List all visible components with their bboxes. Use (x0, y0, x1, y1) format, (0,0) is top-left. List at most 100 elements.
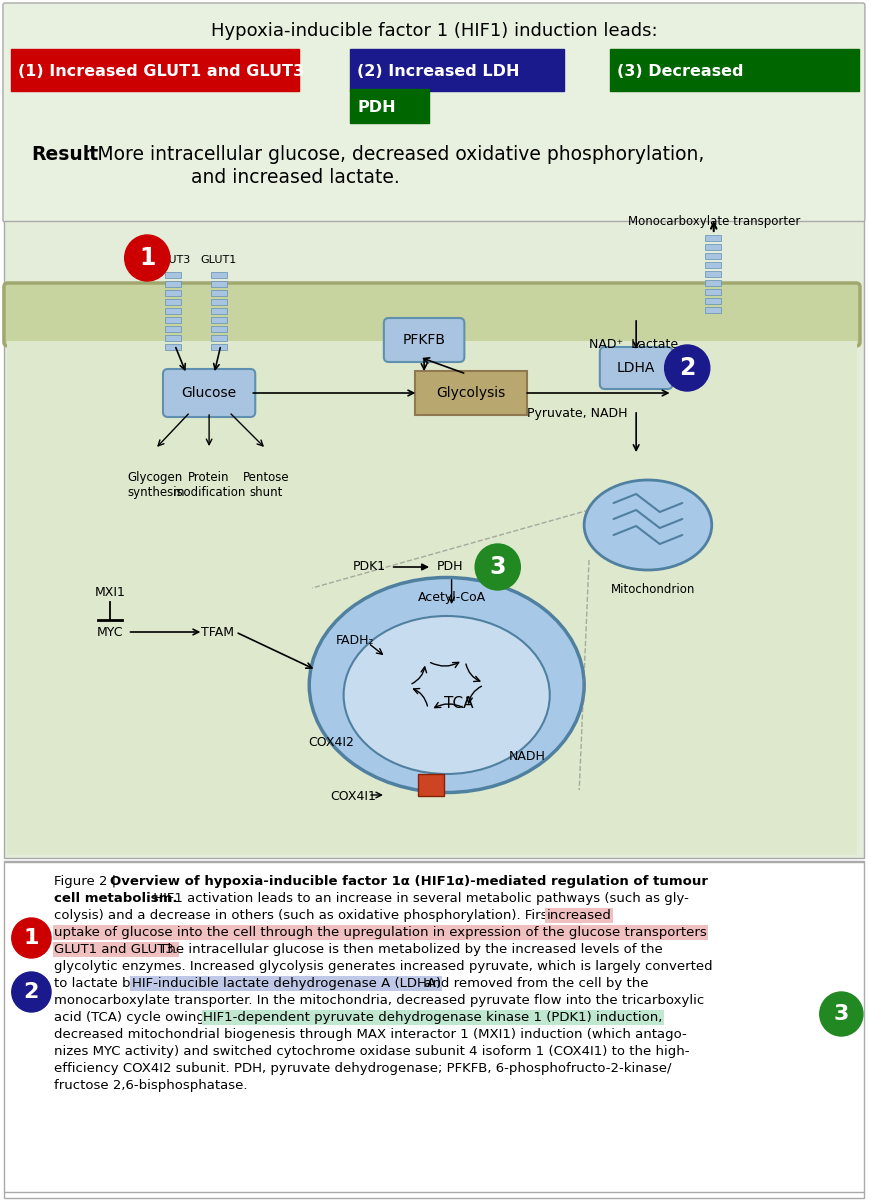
FancyBboxPatch shape (165, 299, 180, 305)
Ellipse shape (344, 616, 550, 774)
Text: Hypoxia-inducible factor 1 (HIF1) induction leads:: Hypoxia-inducible factor 1 (HIF1) induct… (210, 22, 657, 40)
Text: acid (TCA) cycle owing to: acid (TCA) cycle owing to (54, 1010, 226, 1024)
Text: fructose 2,6-bisphosphatase.: fructose 2,6-bisphosphatase. (54, 1079, 248, 1092)
Text: 2: 2 (24, 982, 39, 1002)
Text: MXI1: MXI1 (95, 586, 126, 599)
Text: Glycogen
synthesis: Glycogen synthesis (127, 470, 183, 499)
Text: : More intracellular glucose, decreased oxidative phosphorylation,: : More intracellular glucose, decreased … (86, 145, 705, 164)
Circle shape (11, 972, 51, 1012)
Text: (3) Decreased: (3) Decreased (616, 64, 743, 78)
Ellipse shape (309, 577, 584, 792)
FancyBboxPatch shape (600, 347, 673, 389)
FancyBboxPatch shape (165, 308, 180, 314)
FancyBboxPatch shape (384, 318, 464, 362)
Text: HIF1-dependent pyruvate dehydrogenase kinase 1 (PDK1) induction,: HIF1-dependent pyruvate dehydrogenase ki… (203, 1010, 663, 1024)
FancyBboxPatch shape (211, 344, 227, 350)
Text: COX4I2: COX4I2 (308, 737, 354, 750)
FancyBboxPatch shape (3, 2, 865, 222)
FancyBboxPatch shape (211, 317, 227, 323)
Text: to lactate by: to lactate by (54, 977, 142, 990)
Text: Pyruvate, NADH: Pyruvate, NADH (527, 407, 628, 420)
FancyBboxPatch shape (211, 299, 227, 305)
FancyBboxPatch shape (165, 326, 180, 332)
FancyBboxPatch shape (211, 290, 227, 296)
FancyBboxPatch shape (415, 371, 527, 415)
FancyBboxPatch shape (705, 298, 720, 304)
Text: PDH: PDH (437, 560, 463, 574)
Circle shape (665, 346, 710, 391)
Text: HIF1 activation leads to an increase in several metabolic pathways (such as gly-: HIF1 activation leads to an increase in … (149, 892, 690, 905)
FancyBboxPatch shape (705, 307, 720, 313)
Text: COX4I1: COX4I1 (331, 791, 377, 804)
Text: 1: 1 (24, 928, 39, 948)
Text: Acetyl-CoA: Acetyl-CoA (417, 590, 485, 604)
FancyBboxPatch shape (211, 335, 227, 341)
Text: NAD⁺  Lactate: NAD⁺ Lactate (589, 338, 678, 352)
FancyBboxPatch shape (4, 283, 860, 346)
Text: monocarboxylate transporter. In the mitochondria, decreased pyruvate flow into t: monocarboxylate transporter. In the mito… (54, 994, 705, 1007)
Text: Figure 2 |: Figure 2 | (54, 875, 120, 888)
FancyBboxPatch shape (4, 221, 864, 858)
FancyBboxPatch shape (705, 253, 720, 259)
Text: and increased lactate.: and increased lactate. (192, 168, 400, 187)
Text: Mitochondrion: Mitochondrion (611, 583, 695, 596)
Text: PDK1: PDK1 (353, 560, 385, 574)
Text: LDHA: LDHA (617, 361, 655, 374)
Text: (1) Increased GLUT1 and GLUT3: (1) Increased GLUT1 and GLUT3 (18, 64, 304, 78)
Circle shape (11, 918, 51, 958)
Text: GLUT3: GLUT3 (155, 254, 191, 265)
Text: HIF-inducible lactate dehydrogenase A (LDHA): HIF-inducible lactate dehydrogenase A (L… (132, 977, 441, 990)
Text: MYC: MYC (96, 625, 123, 638)
FancyBboxPatch shape (418, 774, 444, 796)
FancyBboxPatch shape (705, 271, 720, 277)
FancyBboxPatch shape (165, 281, 180, 287)
Text: FADH₂: FADH₂ (336, 634, 375, 647)
FancyBboxPatch shape (165, 335, 180, 341)
FancyBboxPatch shape (350, 49, 563, 91)
FancyBboxPatch shape (705, 244, 720, 250)
FancyBboxPatch shape (705, 235, 720, 241)
Text: Glucose: Glucose (181, 386, 237, 400)
FancyBboxPatch shape (165, 290, 180, 296)
Text: The intracellular glucose is then metabolized by the increased levels of the: The intracellular glucose is then metabo… (155, 943, 663, 956)
Text: 3: 3 (490, 554, 506, 578)
Text: TFAM: TFAM (202, 625, 234, 638)
Text: Glycolysis: Glycolysis (437, 386, 506, 400)
FancyBboxPatch shape (610, 49, 859, 91)
Text: nizes MYC activity) and switched cytochrome oxidase subunit 4 isoform 1 (COX4I1): nizes MYC activity) and switched cytochr… (54, 1045, 690, 1058)
Text: cell metabolism.: cell metabolism. (54, 892, 178, 905)
Text: Protein
modification: Protein modification (172, 470, 246, 499)
Text: Result: Result (32, 145, 98, 164)
Text: (2) Increased LDH: (2) Increased LDH (357, 64, 520, 78)
FancyBboxPatch shape (211, 326, 227, 332)
FancyBboxPatch shape (705, 280, 720, 286)
Text: and removed from the cell by the: and removed from the cell by the (420, 977, 649, 990)
Ellipse shape (584, 480, 712, 570)
Text: efficiency COX4I2 subunit. PDH, pyruvate dehydrogenase; PFKFB, 6-phosphofructo-2: efficiency COX4I2 subunit. PDH, pyruvate… (54, 1062, 672, 1075)
FancyBboxPatch shape (4, 862, 864, 1198)
Circle shape (125, 235, 170, 281)
Text: Monocarboxylate transporter: Monocarboxylate transporter (628, 215, 800, 228)
FancyBboxPatch shape (705, 262, 720, 268)
FancyBboxPatch shape (211, 281, 227, 287)
Circle shape (819, 992, 863, 1036)
Text: decreased mitochondrial biogenesis through MAX interactor 1 (MXI1) induction (wh: decreased mitochondrial biogenesis throu… (54, 1028, 687, 1040)
FancyBboxPatch shape (165, 344, 180, 350)
FancyBboxPatch shape (350, 89, 429, 122)
FancyBboxPatch shape (7, 341, 857, 854)
Text: 3: 3 (834, 1004, 849, 1024)
FancyBboxPatch shape (163, 370, 255, 416)
Circle shape (476, 544, 521, 590)
Text: GLUT1: GLUT1 (201, 254, 237, 265)
Text: 2: 2 (679, 356, 696, 380)
Text: Pentose
shunt: Pentose shunt (243, 470, 289, 499)
FancyBboxPatch shape (211, 308, 227, 314)
Text: NADH: NADH (509, 750, 545, 763)
Text: PFKFB: PFKFB (402, 332, 446, 347)
Text: uptake of glucose into the cell through the upregulation in expression of the gl: uptake of glucose into the cell through … (54, 926, 706, 938)
FancyBboxPatch shape (165, 272, 180, 278)
FancyBboxPatch shape (705, 289, 720, 295)
Text: Overview of hypoxia-inducible factor 1α (HIF1α)-mediated regulation of tumour: Overview of hypoxia-inducible factor 1α … (110, 875, 708, 888)
FancyBboxPatch shape (165, 317, 180, 323)
Text: colysis) and a decrease in others (such as oxidative phosphorylation). First, th: colysis) and a decrease in others (such … (54, 910, 616, 922)
